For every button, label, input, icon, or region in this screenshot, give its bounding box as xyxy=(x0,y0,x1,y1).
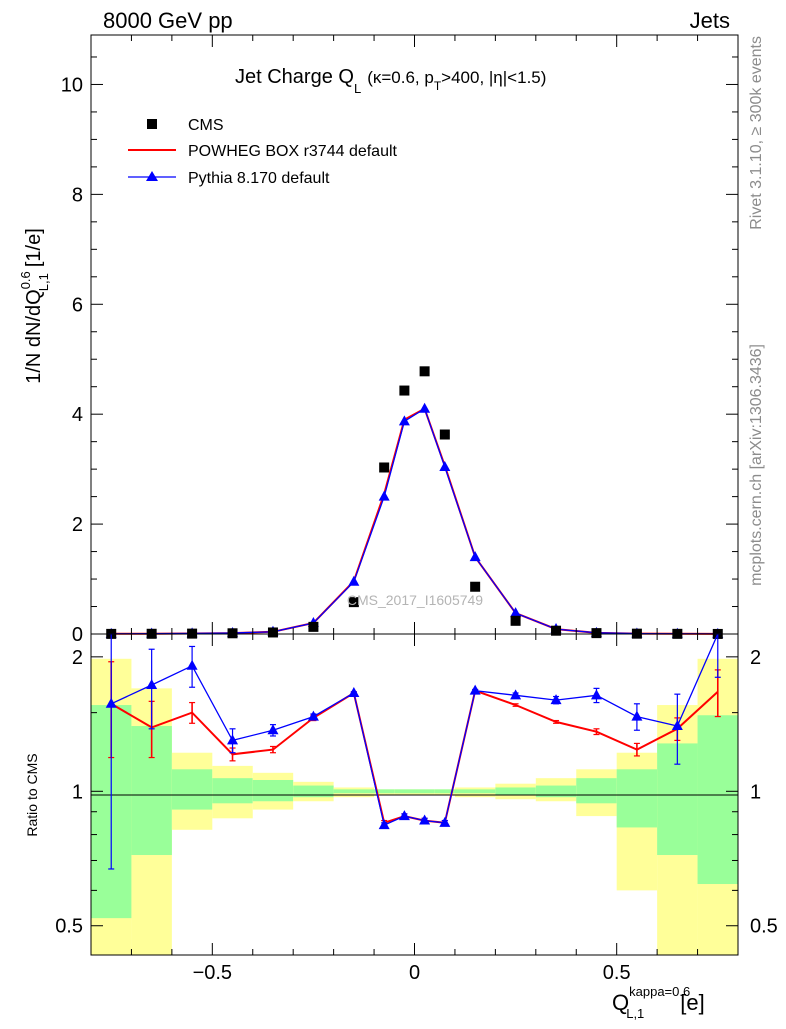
ratio-pythia-point xyxy=(439,816,451,827)
ratio-band-inner-bin xyxy=(535,785,577,798)
ratio-band-inner-bin xyxy=(495,787,536,796)
main-cms-point xyxy=(267,627,278,638)
main-cms-point xyxy=(551,625,562,636)
main-axis-ticks: 0 2 4 6 8 10 xyxy=(61,35,739,646)
ratio-axis-ticks: 0.5 0.5 1 1 2 2 −0.5 0 0.5 xyxy=(55,634,778,984)
ratio-band-inner-bin xyxy=(333,789,375,794)
main-y-tick-label: 4 xyxy=(72,404,83,426)
legend-marker-square xyxy=(147,119,157,129)
main-pythia-point xyxy=(439,460,451,471)
main-y-tick-label: 8 xyxy=(72,184,83,206)
main-cms-point xyxy=(439,429,450,440)
ratio-pythia-point xyxy=(186,659,198,670)
main-pythia-point xyxy=(419,402,431,413)
ratio-pythia-point xyxy=(105,697,117,708)
ratio-band-inner-bin xyxy=(414,789,435,794)
ratio-pythia-point xyxy=(419,814,431,825)
main-cms-point xyxy=(591,628,602,639)
ratio-y-axis-label: Ratio to CMS xyxy=(24,753,40,836)
ratio-band-inner-bin xyxy=(394,789,415,794)
ratio-panel-area xyxy=(91,658,738,955)
ratio-y-tick-label: 2 xyxy=(72,647,83,669)
main-cms-point xyxy=(470,581,481,592)
legend-label-cms: CMS xyxy=(188,117,224,134)
main-cms-point xyxy=(308,621,319,632)
ratio-series-pythia-line xyxy=(110,633,719,827)
side-label-mcplots: mcplots.cern.ch [arXiv:1306.3436] xyxy=(748,344,765,586)
main-series-layer xyxy=(105,366,724,639)
legend-item-pythia: Pythia 8.170 default xyxy=(128,170,330,187)
main-pythia-point xyxy=(348,575,360,586)
main-y-tick-label: 2 xyxy=(72,514,83,536)
main-pythia-point xyxy=(378,490,390,501)
main-pythia-point xyxy=(398,415,410,426)
legend: CMS POWHEG BOX r3744 default Pythia 8.17… xyxy=(128,117,398,187)
main-cms-point xyxy=(348,597,359,608)
main-cms-point xyxy=(227,628,238,639)
header-energy-label: 8000 GeV pp xyxy=(103,8,233,33)
main-y-axis-label: 1/N dN/dQ0.6 L,1[1/e] xyxy=(18,228,51,384)
main-y-tick-label: 0 xyxy=(72,624,83,646)
legend-marker-triangle xyxy=(146,171,158,181)
legend-item-powheg: POWHEG BOX r3744 default xyxy=(128,143,398,160)
header-category-label: Jets xyxy=(690,8,730,33)
ratio-y-tick-label: 1 xyxy=(72,781,83,803)
legend-item-cms: CMS xyxy=(147,117,224,134)
main-cms-point xyxy=(399,385,410,396)
ratio-pythia-point xyxy=(631,710,643,721)
ratio-y-tick-label-right: 1 xyxy=(750,781,761,803)
ratio-band-inner-bin xyxy=(697,715,738,885)
watermark: CMS_2017_I1605749 xyxy=(347,592,483,608)
main-series-pythia-line xyxy=(111,407,718,635)
legend-label-pythia: Pythia 8.170 default xyxy=(188,170,330,187)
ratio-pythia-point xyxy=(550,694,562,705)
main-y-tick-label: 6 xyxy=(72,294,83,316)
ratio-y-tick-label-right: 2 xyxy=(750,647,761,669)
ratio-pythia-point xyxy=(398,810,410,821)
ratio-band-inner-bin xyxy=(454,789,496,794)
ratio-pythia-point xyxy=(267,724,279,735)
ratio-y-tick-label: 0.5 xyxy=(55,916,83,938)
x-tick-label: 0.5 xyxy=(603,962,631,984)
ratio-band-inner-bin xyxy=(171,769,213,810)
ratio-band-inner-bin xyxy=(616,769,658,828)
ratio-band-inner-bin xyxy=(374,789,395,794)
ratio-pythia-point xyxy=(227,734,239,745)
ratio-pythia-point xyxy=(671,720,683,731)
ratio-pythia-point xyxy=(307,710,319,721)
ratio-band-inner-bin xyxy=(576,778,617,804)
main-cms-point xyxy=(419,366,430,377)
main-pythia-point xyxy=(469,551,481,562)
main-cms-point xyxy=(379,462,390,473)
ratio-pythia-point xyxy=(469,684,481,695)
legend-label-powheg: POWHEG BOX r3744 default xyxy=(188,143,398,160)
x-tick-label: −0.5 xyxy=(193,962,232,984)
ratio-band-inner-bin xyxy=(293,785,334,798)
ratio-pythia-point xyxy=(378,819,390,830)
ratio-band-inner-bin xyxy=(252,779,294,802)
main-title: Jet Charge QL(κ=0.6, pT>400, |η|<1.5) xyxy=(235,66,546,96)
ratio-pythia-point xyxy=(348,686,360,697)
ratio-pythia-point xyxy=(146,678,158,689)
ratio-y-tick-label-right: 0.5 xyxy=(750,916,778,938)
ratio-pythia-point xyxy=(510,689,522,700)
ratio-band-inner-bin xyxy=(434,789,455,794)
x-axis-label: Qkappa=0.6 L,1 [e] xyxy=(612,984,705,1021)
ratio-band-inner-bin xyxy=(212,778,253,804)
side-label-rivet: Rivet 3.1.10, ≥ 300k events xyxy=(748,36,765,230)
main-cms-point xyxy=(510,615,521,626)
main-y-tick-label: 10 xyxy=(61,74,83,96)
x-tick-label: 0 xyxy=(409,962,420,984)
ratio-series-layer xyxy=(105,633,721,870)
main-pythia-point xyxy=(510,607,522,618)
ratio-pythia-point xyxy=(590,689,602,700)
